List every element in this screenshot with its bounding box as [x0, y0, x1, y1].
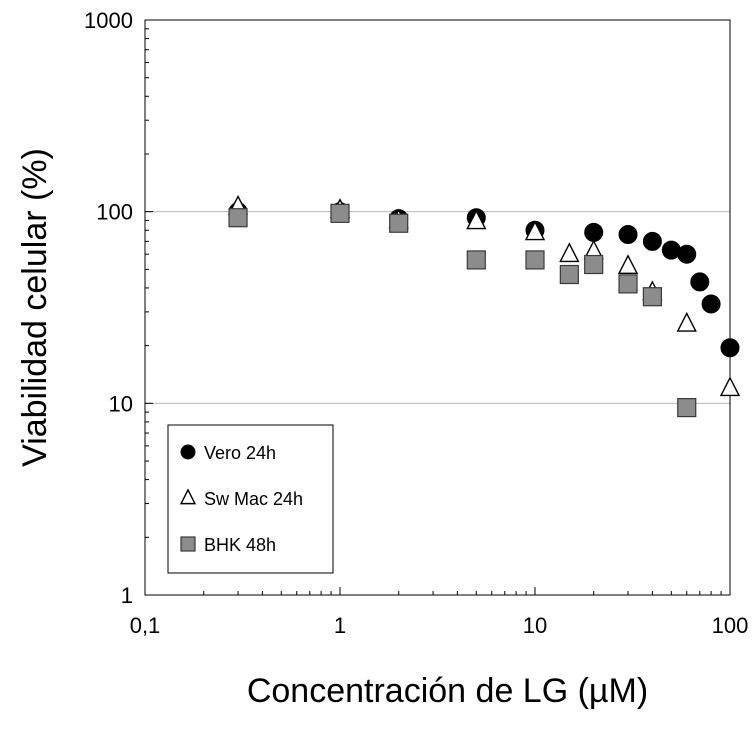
- legend-marker-2: [180, 536, 196, 552]
- point-triangle-series-1: [719, 376, 741, 397]
- point-triangle-series-1: [559, 242, 580, 263]
- legend-label: Sw Mac 24h: [204, 489, 303, 509]
- point-square-series-2: [466, 250, 486, 270]
- y-tick-label: 1000: [84, 8, 133, 33]
- point-square-series-2: [618, 274, 638, 294]
- legend: Vero 24h Sw Mac 24h BHK 48h: [167, 424, 334, 574]
- x-tick-label: 1: [334, 613, 346, 638]
- point-triangle-series-1: [524, 220, 546, 241]
- y-tick-label: 100: [96, 200, 133, 225]
- data-points: [227, 194, 741, 418]
- legend-marker-0: [180, 444, 196, 460]
- point-triangle-series-1: [466, 209, 487, 230]
- x-tick-label: 0,1: [130, 613, 161, 638]
- point-circle-series-0: [701, 294, 721, 314]
- point-triangle-series-1: [617, 254, 639, 275]
- y-tick-label: 10: [109, 391, 133, 416]
- legend-label: BHK 48h: [204, 535, 276, 555]
- point-circle-series-0: [618, 225, 638, 245]
- x-tick-label: 10: [523, 613, 547, 638]
- plot-frame: [144, 19, 731, 596]
- y-tick-label: 1: [121, 583, 133, 608]
- point-circle-series-0: [720, 338, 740, 358]
- point-circle-series-0: [690, 272, 710, 292]
- point-circle-series-0: [677, 244, 697, 264]
- point-square-series-2: [584, 254, 604, 275]
- point-square-series-2: [525, 250, 545, 270]
- point-circle-series-0: [642, 231, 662, 251]
- point-circle-series-0: [584, 222, 604, 242]
- gridlines: [145, 211, 730, 404]
- x-axis-title: Concentración de LG (µM): [247, 672, 648, 710]
- axis-ticks: 1 10 100 1000 0,1 1 10 100: [84, 8, 748, 638]
- y-axis-title: Viabilidad celular (%): [16, 148, 54, 467]
- point-square-series-2: [228, 208, 248, 228]
- legend-label: Vero 24h: [204, 443, 276, 463]
- point-square-series-2: [642, 287, 663, 307]
- point-square-series-2: [330, 203, 350, 223]
- point-square-series-2: [559, 264, 579, 285]
- x-tick-label: 100: [712, 613, 749, 638]
- point-square-series-2: [389, 213, 409, 233]
- point-triangle-series-1: [676, 311, 697, 332]
- point-square-series-2: [677, 398, 697, 418]
- legend-marker-1: [179, 488, 197, 505]
